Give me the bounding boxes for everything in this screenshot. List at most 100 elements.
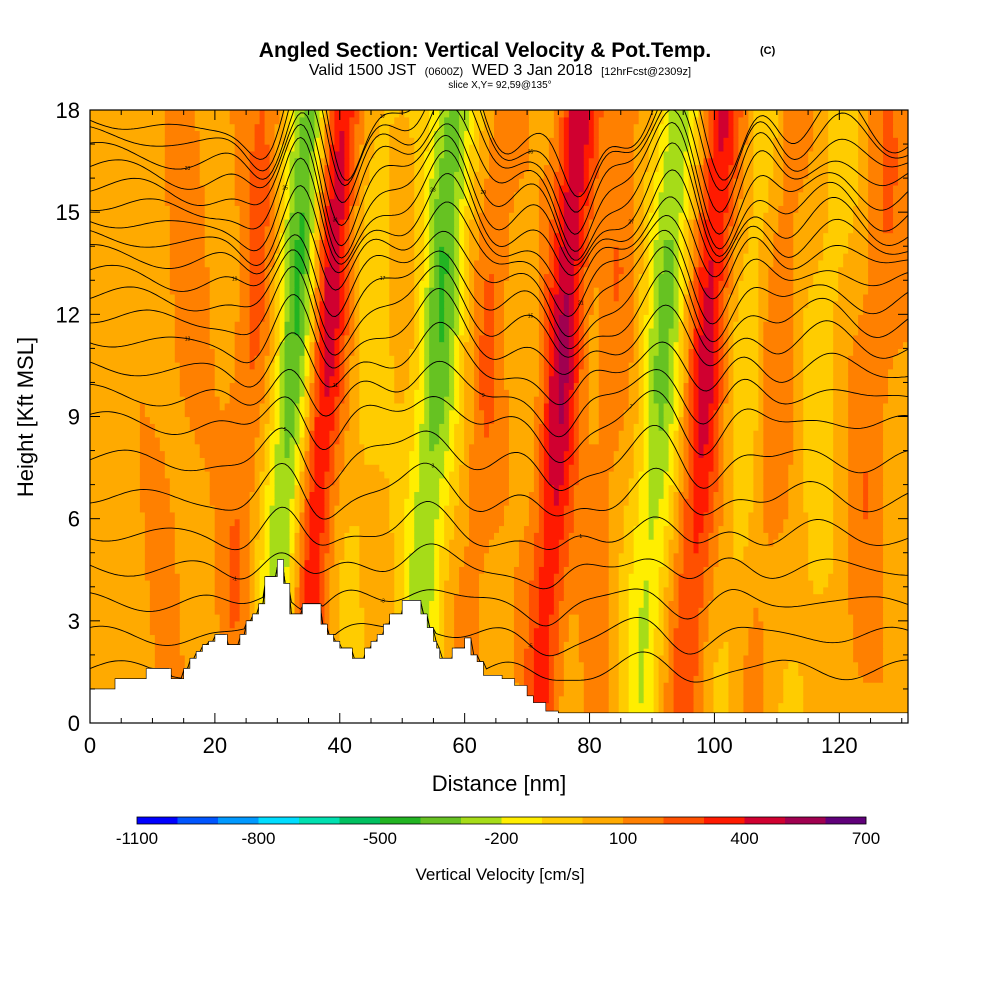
velocity-cell <box>474 334 480 343</box>
velocity-cell <box>568 634 580 642</box>
velocity-cell <box>553 702 560 710</box>
velocity-cell <box>484 293 495 302</box>
velocity-cell <box>269 205 276 213</box>
velocity-cell <box>508 450 535 458</box>
velocity-cell <box>813 144 829 152</box>
velocity-cell <box>708 607 754 615</box>
velocity-cell <box>394 586 405 595</box>
velocity-cell <box>319 539 331 547</box>
velocity-cell <box>329 600 340 608</box>
velocity-cell <box>324 607 331 615</box>
velocity-cell <box>349 259 355 268</box>
velocity-cell <box>279 150 286 159</box>
velocity-cell <box>294 171 311 179</box>
velocity-cell <box>479 627 515 636</box>
velocity-cell <box>309 491 326 499</box>
velocity-cell <box>214 600 231 608</box>
velocity-cell <box>728 675 744 683</box>
velocity-cell <box>618 443 635 452</box>
velocity-cell <box>733 368 759 377</box>
velocity-cell <box>414 259 425 268</box>
velocity-cell <box>344 375 350 384</box>
velocity-cell <box>444 505 455 513</box>
velocity-cell <box>858 198 869 206</box>
velocity-cell <box>718 532 735 540</box>
velocity-cell <box>848 416 884 424</box>
velocity-cell <box>359 259 390 268</box>
velocity-cell <box>429 293 440 302</box>
velocity-cell <box>528 150 550 159</box>
velocity-cell <box>883 212 894 220</box>
velocity-cell <box>289 198 296 206</box>
velocity-cell <box>568 157 585 166</box>
velocity-cell <box>434 525 445 533</box>
velocity-cell <box>658 280 675 288</box>
velocity-cell <box>633 307 640 315</box>
velocity-cell <box>299 389 306 397</box>
velocity-cell <box>668 552 675 561</box>
velocity-cell <box>558 416 565 424</box>
velocity-cell <box>484 314 495 322</box>
velocity-cell <box>833 307 864 315</box>
velocity-cell <box>344 198 350 206</box>
velocity-cell <box>229 573 241 581</box>
velocity-cell <box>628 593 645 601</box>
velocity-cell <box>668 484 680 493</box>
velocity-cell <box>663 648 670 656</box>
velocity-cell <box>324 525 331 533</box>
velocity-cell <box>723 436 735 445</box>
velocity-cell <box>90 464 141 472</box>
velocity-cell <box>479 648 515 656</box>
velocity-cell <box>454 600 480 608</box>
velocity-cell <box>673 566 685 574</box>
velocity-cell <box>693 511 705 520</box>
velocity-cell <box>868 266 908 275</box>
velocity-cell <box>394 607 405 615</box>
velocity-cell <box>533 416 545 424</box>
velocity-cell <box>513 191 540 200</box>
velocity-cell <box>169 259 206 268</box>
velocity-cell <box>763 430 794 438</box>
velocity-cell <box>90 477 141 486</box>
velocity-cell <box>314 470 326 479</box>
velocity-cell <box>374 150 390 159</box>
velocity-cell <box>643 396 650 404</box>
velocity-cell <box>449 389 455 397</box>
velocity-cell <box>264 539 271 547</box>
velocity-cell <box>389 184 415 193</box>
velocity-cell <box>653 661 660 670</box>
velocity-cell <box>324 150 331 159</box>
velocity-cell <box>439 266 450 275</box>
velocity-cell <box>703 566 715 574</box>
velocity-cell <box>783 695 804 704</box>
velocity-cell <box>174 327 211 336</box>
velocity-cell <box>673 511 680 520</box>
velocity-cell <box>663 259 675 268</box>
velocity-cell <box>359 539 395 547</box>
velocity-cell <box>848 239 869 247</box>
velocity-cell <box>713 416 720 424</box>
velocity-cell <box>459 150 465 159</box>
velocity-cell <box>464 184 470 193</box>
velocity-cell <box>793 382 804 390</box>
velocity-cell <box>648 450 670 458</box>
velocity-cell <box>633 566 660 574</box>
velocity-cell <box>713 259 725 268</box>
velocity-cell <box>229 559 241 567</box>
velocity-cell <box>439 477 450 486</box>
velocity-cell <box>703 171 710 179</box>
velocity-cell <box>558 375 570 384</box>
velocity-cell <box>259 491 266 499</box>
velocity-cell <box>314 273 321 281</box>
velocity-cell <box>753 607 759 615</box>
velocity-cell <box>409 457 420 465</box>
velocity-cell <box>279 178 286 186</box>
velocity-cell <box>474 259 510 268</box>
velocity-cell <box>90 212 171 220</box>
velocity-cell <box>563 505 575 513</box>
velocity-cell <box>708 498 715 506</box>
velocity-cell <box>179 389 216 397</box>
velocity-cell <box>344 171 350 179</box>
velocity-cell <box>284 375 301 384</box>
velocity-cell <box>838 287 869 295</box>
